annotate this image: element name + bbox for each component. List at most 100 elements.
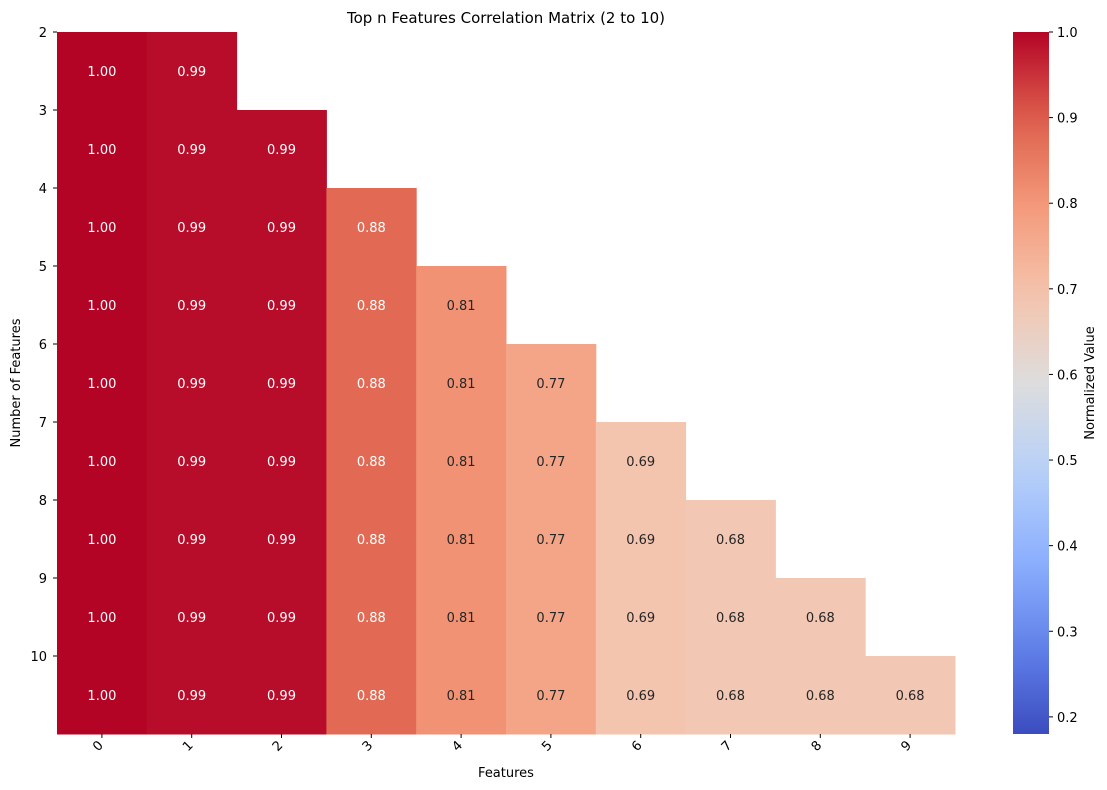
heatmap-cell [416,344,507,423]
cell-value-label: 0.99 [177,533,206,548]
cell-value-label: 0.99 [267,377,296,392]
cell-value-label: 0.77 [536,689,565,704]
cell-value-label: 1.00 [87,221,116,236]
heatmap-cell [236,422,327,501]
x-axis-label: Features [478,766,534,781]
y-tick-label: 7 [39,416,47,431]
heatmap-cell [146,188,238,267]
cell-value-label: 0.69 [626,455,655,470]
cell-value-label: 0.77 [536,533,565,548]
cell-value-label: 0.69 [626,533,655,548]
heatmap-cell [506,578,597,657]
heatmap-cell [57,422,148,501]
cell-value-label: 0.99 [177,299,206,314]
y-tick-label: 9 [39,572,47,587]
x-tick-label: 4 [449,738,465,754]
colorbar-label: Normalized Value [1083,326,1098,440]
cell-value-label: 1.00 [87,455,116,470]
y-tick-label: 6 [39,338,47,353]
cell-value-label: 0.81 [447,611,476,626]
heatmap-cell [416,656,507,735]
heatmap-cell [326,500,417,579]
cell-value-label: 1.00 [87,377,116,392]
colorbar-tick-label: 0.4 [1057,540,1078,555]
cell-value-label: 0.68 [806,689,835,704]
cell-value-label: 0.99 [267,299,296,314]
chart-title: Top n Features Correlation Matrix (2 to … [346,9,665,27]
heatmap-cell [57,110,148,189]
heatmap-cell [236,578,327,657]
heatmap-cell [595,500,687,579]
heatmap-cell [416,266,507,345]
heatmap-cell [685,500,776,579]
y-tick-label: 2 [39,26,47,41]
colorbar-tick-label: 0.8 [1057,197,1078,212]
heatmap-cell [236,188,327,267]
cell-value-label: 0.69 [626,611,655,626]
cell-value-label: 0.99 [177,65,206,80]
x-tick-label: 7 [719,738,735,754]
heatmap-cell [236,110,327,189]
cell-value-label: 1.00 [87,65,116,80]
heatmap-cells [57,32,956,735]
heatmap-cell [146,32,238,111]
cell-value-label: 0.88 [357,299,386,314]
heatmap-cell [57,188,148,267]
y-axis-label: Number of Features [9,318,24,447]
heatmap-cell [416,500,507,579]
heatmap-cell [775,656,866,735]
cell-value-label: 0.68 [716,533,745,548]
heatmap-cell [146,344,238,423]
cell-value-label: 0.88 [357,533,386,548]
y-axis: 2 3 4 5 6 7 8 9 10 [30,26,57,665]
heatmap-cell [506,422,597,501]
heatmap-cell [775,578,866,657]
colorbar-tick-label: 0.2 [1057,711,1078,726]
colorbar-ticks: 0.2 0.3 0.4 0.5 0.6 0.7 0.8 0.9 1.0 [1049,26,1078,726]
heatmap-cell-labels: 1.00 0.99 1.00 0.99 0.99 1.00 0.99 0.99 0.88 1.00… [87,65,924,704]
heatmap-cell [326,422,417,501]
cell-value-label: 0.99 [177,611,206,626]
heatmap-cell [326,188,417,267]
heatmap-cell [416,578,507,657]
cell-value-label: 0.81 [447,689,476,704]
cell-value-label: 0.99 [267,689,296,704]
cell-value-label: 0.99 [267,455,296,470]
heatmap-cell [685,578,776,657]
heatmap-cell [146,500,238,579]
colorbar-tick-label: 0.9 [1057,112,1078,127]
heatmap-cell [236,266,327,345]
heatmap-cell [146,266,238,345]
cell-value-label: 0.81 [447,299,476,314]
heatmap-cell [506,656,597,735]
colorbar [1013,32,1049,734]
cell-value-label: 0.99 [267,143,296,158]
cell-value-label: 0.99 [177,221,206,236]
cell-value-label: 0.99 [177,377,206,392]
cell-value-label: 0.99 [267,221,296,236]
cell-value-label: 1.00 [87,299,116,314]
cell-value-label: 1.00 [87,689,116,704]
heatmap-cell [57,500,148,579]
heatmap-cell [595,578,687,657]
cell-value-label: 0.99 [267,533,296,548]
heatmap-cell [326,344,417,423]
y-tick-label: 3 [39,104,47,119]
cell-value-label: 0.99 [177,455,206,470]
x-tick-label: 1 [180,738,196,754]
cell-value-label: 0.77 [536,455,565,470]
x-axis: 0 1 2 3 4 5 6 7 8 9 [90,734,915,755]
cell-value-label: 0.88 [357,221,386,236]
x-tick-label: 2 [270,738,286,754]
cell-value-label: 0.68 [716,611,745,626]
cell-value-label: 0.81 [447,455,476,470]
heatmap-cell [57,32,148,111]
cell-value-label: 0.68 [806,611,835,626]
colorbar-tick-label: 1.0 [1057,26,1078,41]
heatmap-cell [146,656,238,735]
cell-value-label: 0.88 [357,611,386,626]
x-tick-label: 9 [898,738,914,754]
heatmap-cell [326,266,417,345]
cell-value-label: 1.00 [87,143,116,158]
